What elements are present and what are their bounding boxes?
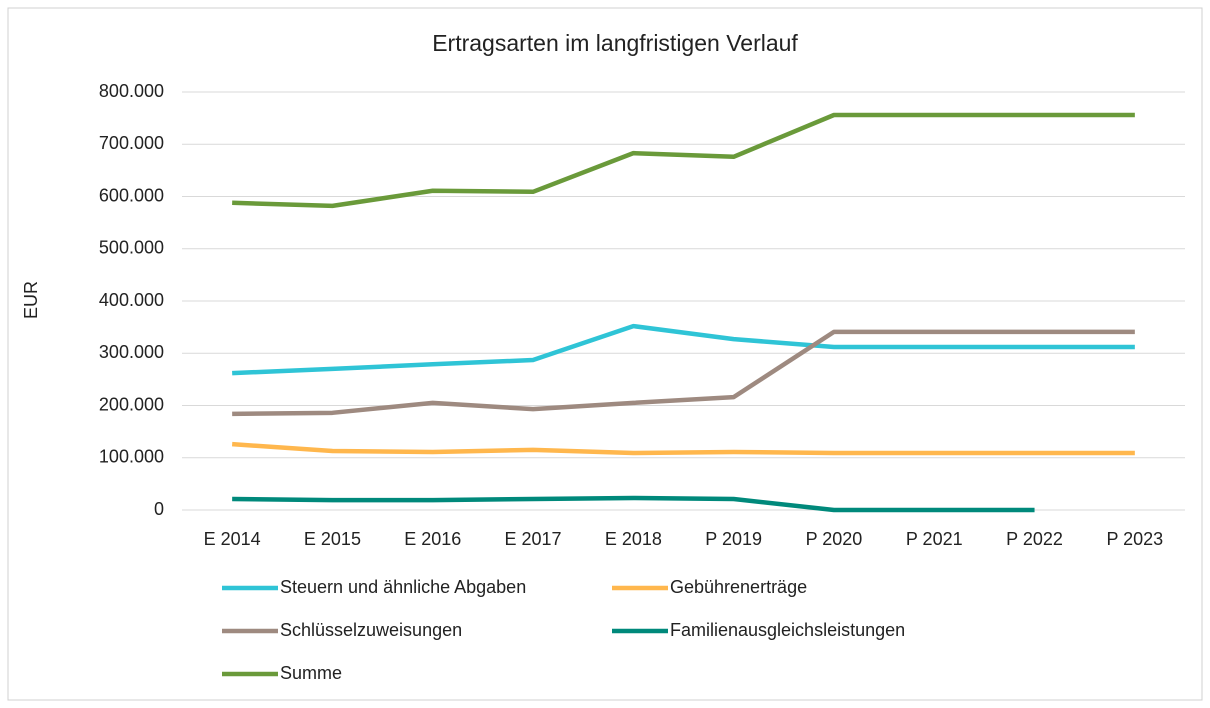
series-line bbox=[231, 441, 1135, 456]
x-tick-label: P 2022 bbox=[1006, 529, 1063, 549]
y-tick-label: 300.000 bbox=[99, 342, 164, 362]
chart-border bbox=[7, 7, 1203, 701]
x-tick-label: P 2021 bbox=[906, 529, 963, 549]
x-tick-label: E 2017 bbox=[505, 529, 562, 549]
legend-label: Familienausgleichsleistungen bbox=[670, 620, 905, 640]
series-line bbox=[232, 329, 1135, 417]
y-tick-label: 0 bbox=[154, 499, 164, 519]
x-tick-label: E 2015 bbox=[304, 529, 361, 549]
chart-title: Ertragsarten im langfristigen Verlauf bbox=[432, 30, 798, 56]
x-tick-label: E 2016 bbox=[404, 529, 461, 549]
y-tick-label: 200.000 bbox=[99, 394, 164, 414]
y-tick-label: 700.000 bbox=[99, 133, 164, 153]
y-tick-label: 600.000 bbox=[99, 185, 164, 205]
x-tick-label: E 2018 bbox=[605, 529, 662, 549]
x-tick-label: P 2023 bbox=[1106, 529, 1163, 549]
legend-label: Gebührenerträge bbox=[670, 577, 807, 597]
legend-label: Steuern und ähnliche Abgaben bbox=[280, 577, 526, 597]
y-axis-label: EUR bbox=[21, 281, 41, 319]
y-tick-label: 800.000 bbox=[99, 81, 164, 101]
y-tick-label: 400.000 bbox=[99, 290, 164, 310]
legend-label: Schlüsselzuweisungen bbox=[280, 620, 462, 640]
series-line bbox=[232, 495, 1035, 513]
x-tick-label: E 2014 bbox=[204, 529, 261, 549]
x-tick-label: P 2020 bbox=[806, 529, 863, 549]
legend-label: Summe bbox=[280, 663, 342, 683]
y-tick-label: 100.000 bbox=[99, 447, 164, 467]
series-line bbox=[232, 112, 1135, 209]
series-line bbox=[232, 323, 1135, 376]
x-tick-label: P 2019 bbox=[705, 529, 762, 549]
y-tick-label: 500.000 bbox=[99, 238, 164, 258]
